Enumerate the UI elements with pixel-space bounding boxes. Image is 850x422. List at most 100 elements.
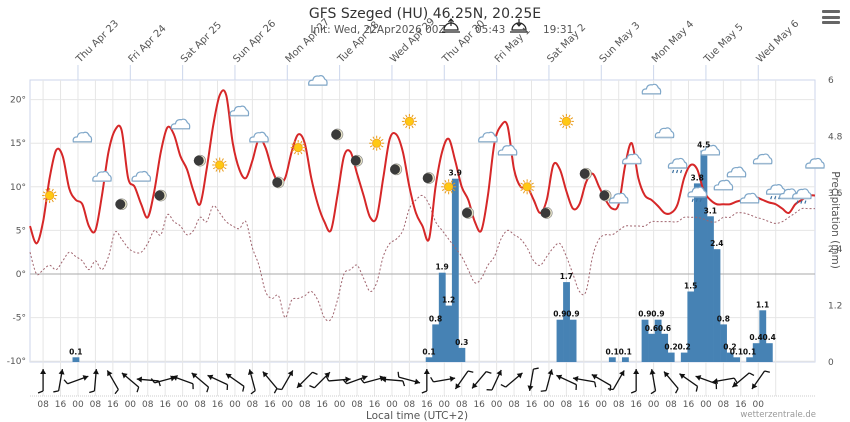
sun-icon [519,179,535,195]
wind-barb-icon [276,370,294,391]
moon-icon [461,207,475,219]
cloud-icon [608,192,629,204]
hour-tick-label: 08 [613,400,625,410]
wind-barb-icon [397,371,421,385]
precip-bar-label: 1.1 [756,300,769,309]
left-tick-label: -5° [13,314,26,324]
day-label: Mon May 4 [650,19,696,65]
precip-bar-label: 0.2 [723,343,736,352]
cloud-icon [752,153,773,165]
precip-bar [641,319,649,362]
wind-barb-icon [63,375,89,385]
hour-tick-label: 00 [753,400,765,410]
wind-barb-icon [430,376,456,383]
hamburger-menu-icon[interactable] [822,10,840,24]
cloud-icon [497,144,518,156]
precip-bar [556,319,564,362]
precip-bar [713,249,721,362]
precip-bar [693,183,701,362]
moon-icon [422,172,435,184]
precip-bar-label: 1.9 [435,263,448,272]
precip-bar-label: 0.9 [638,310,651,319]
day-label: Thu Apr 30 [440,18,487,65]
credit-text: wetterzentrale.de [740,410,816,420]
wind-barb-icon [172,375,194,390]
hour-tick-label: 00 [386,400,398,410]
precip-bar-label: 0.2 [677,343,690,352]
chart-title: GFS Szeged (HU) 46.25N, 20.25E [309,6,541,22]
left-tick-label: 10° [10,183,26,193]
precip-bar-label: 0.4 [763,333,776,342]
hour-tick-label: 16 [735,400,747,410]
moon-icon [599,189,612,202]
left-tick-label: 0° [16,270,26,280]
right-tick-label: 3.6 [828,189,843,199]
precip-bar [661,333,669,362]
precip-bar-label: 1.7 [560,272,573,281]
hour-tick-label: 00 [72,400,84,410]
hour-tick-label: 16 [578,400,590,410]
precip-bar-label: 0.8 [717,314,730,323]
cloud-icon [805,157,825,169]
cloud-icon [72,131,93,143]
precip-bar [746,357,754,362]
sun-icon [42,188,58,204]
precip-bar [752,343,760,362]
right-tick-label: 4.8 [828,132,843,142]
precip-bar [445,305,453,362]
hour-tick-label: 08 [90,400,102,410]
moon-icon [193,154,206,167]
hour-tick-label: 08 [456,400,468,410]
hour-tick-label: 08 [194,400,206,410]
wind-barb-icon [150,375,176,384]
hour-tick-label: 16 [630,400,642,410]
day-label: Sun Apr 26 [231,18,278,65]
precip-bar-label: 0.1 [730,347,743,356]
rain-icon [667,157,688,174]
precip-bar [621,357,629,362]
sun-icon [369,135,385,151]
wind-barb-icon [136,376,161,387]
hour-tick-label: 08 [718,400,730,410]
precip-bar-label: 3.9 [449,169,462,178]
hour-tick-label: 08 [37,400,49,410]
hour-tick-label: 00 [334,400,346,410]
wind-barb-icon [679,373,699,392]
cloud-icon [713,179,734,191]
precip-bar-label: 0.9 [566,310,579,319]
cloud-icon [700,144,721,156]
wind-barb-icon [121,372,140,393]
cloud-icon [641,83,662,95]
cloud-icon [131,170,152,182]
hour-tick-label: 08 [561,400,573,410]
sun-icon [212,157,228,173]
wind-barb-icon [607,370,625,391]
cloud-icon [739,192,760,204]
rain-icon [765,183,786,200]
x-axis-label: Local time (UTC+2) [366,410,468,422]
precip-bar [72,357,80,362]
precip-bar-label: 0.1 [619,347,632,356]
precip-bar [726,352,734,362]
hour-tick-label: 16 [212,400,224,410]
precip-bar [720,324,727,362]
precip-bar [707,216,714,362]
precip-bar [687,291,695,362]
hour-tick-label: 16 [264,400,276,410]
precip-bar [451,178,459,362]
wind-barb-icon [527,367,539,391]
cloud-icon [249,131,269,143]
wind-barb-icon [106,370,119,395]
precip-bar-label: 0.9 [651,310,664,319]
cloud-icon [654,127,675,139]
hour-tick-label: 08 [404,400,416,410]
precip-bar [425,357,433,362]
moon-icon [390,163,403,176]
sunset-time: 19:31 [543,24,573,36]
hour-tick-label: 08 [142,400,154,410]
precip-bar [648,333,655,362]
right-tick-label: 0 [828,358,834,368]
hour-tick-label: 16 [159,400,171,410]
precip-bar-label: 4.5 [697,141,710,150]
